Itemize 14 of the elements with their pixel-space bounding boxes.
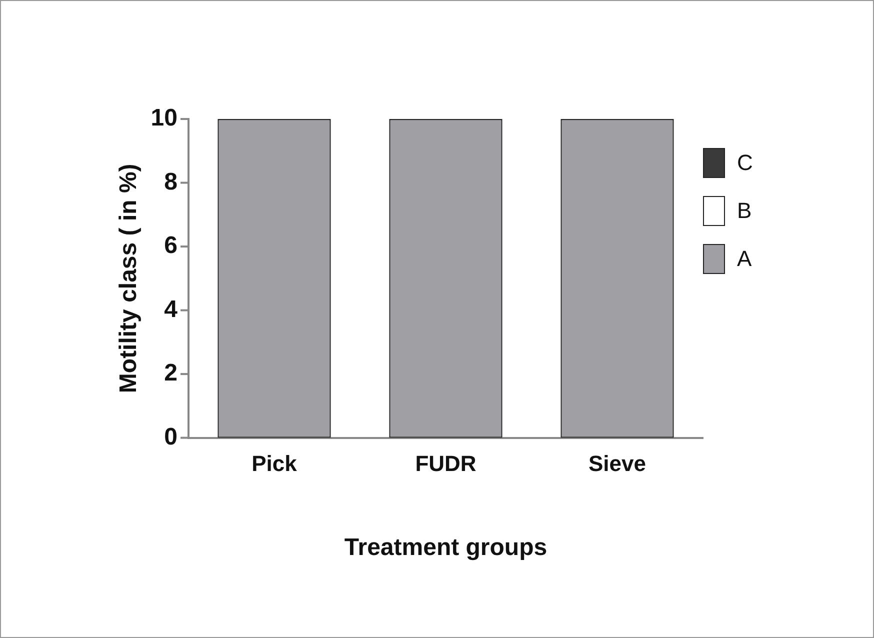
x-axis-title: Treatment groups [344,534,548,562]
x-tick-label: Sieve [588,451,646,476]
x-tick-label: FUDR [415,451,476,476]
y-tick-label: 4 [164,296,178,323]
y-tick-label: 0 [164,423,178,450]
y-axis-title: Motility class ( in %) [115,164,142,394]
y-tick-label: 2 [164,360,178,387]
y-tick-label: 6 [164,232,178,260]
text: A [737,246,752,272]
legend-label: C [737,150,753,176]
y-tick-label: 8 [164,168,178,196]
y-tick-label: 10 [150,104,178,132]
x-tick-label: Pick [252,451,298,476]
legend-label: B [737,198,752,224]
